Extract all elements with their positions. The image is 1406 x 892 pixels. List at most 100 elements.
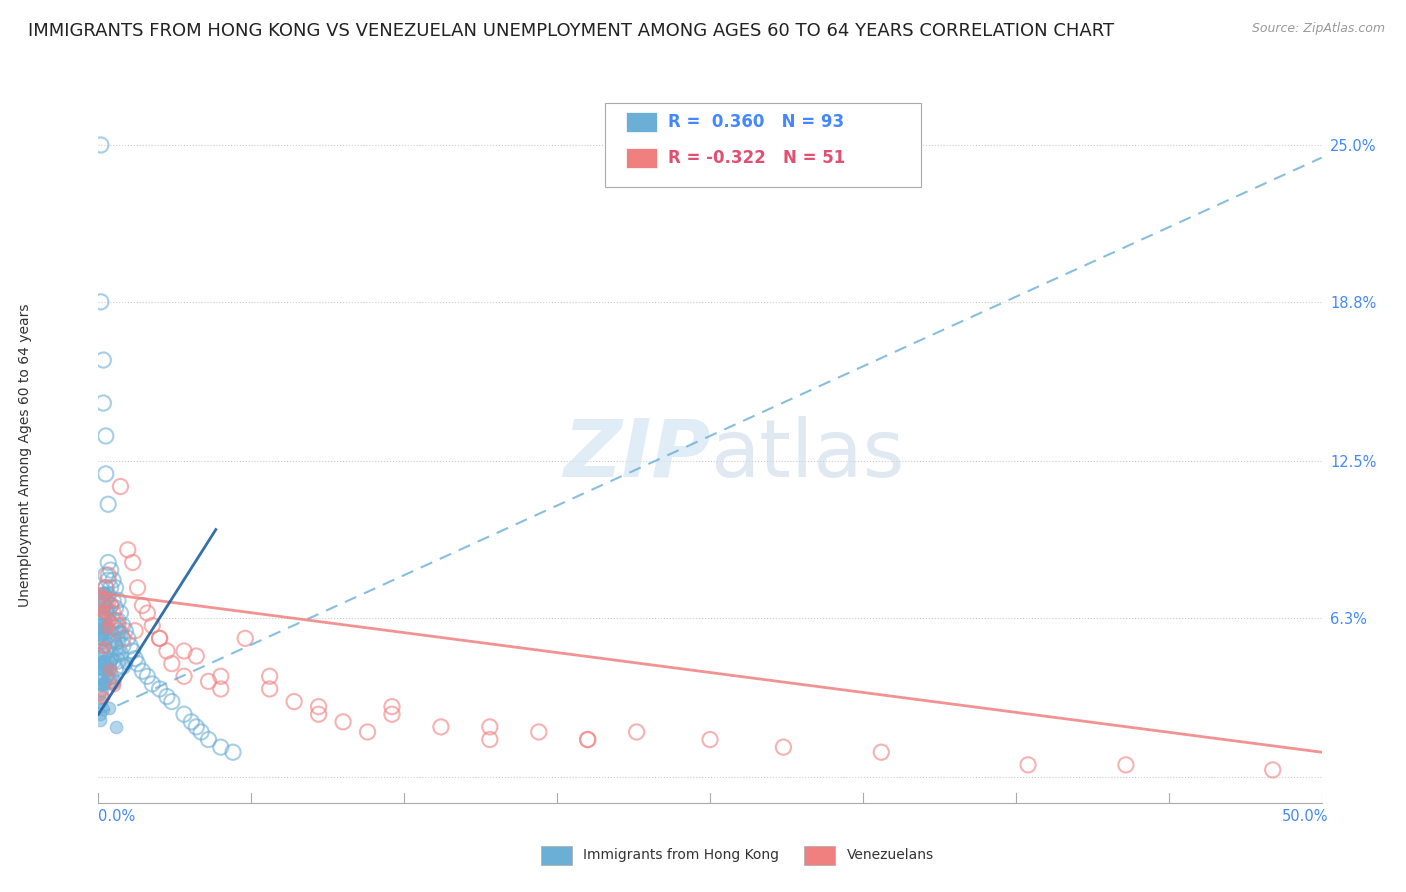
Point — [94, 581, 117, 595]
Point — [100, 616, 122, 631]
Point — [259, 681, 281, 696]
Point — [332, 714, 354, 729]
Point — [91, 690, 114, 704]
Point — [90, 659, 112, 673]
Point — [121, 556, 143, 570]
Point — [356, 725, 378, 739]
Point — [90, 616, 112, 631]
Point — [100, 669, 122, 683]
Text: 50.0%: 50.0% — [1282, 809, 1329, 823]
Point — [90, 690, 112, 704]
Point — [97, 568, 120, 582]
Point — [96, 661, 118, 675]
Point — [104, 621, 127, 635]
Point — [117, 632, 139, 646]
Point — [104, 581, 127, 595]
Point — [98, 660, 121, 674]
Point — [93, 620, 115, 634]
Point — [94, 669, 117, 683]
Point — [1017, 757, 1039, 772]
Point — [87, 623, 110, 637]
Point — [91, 606, 114, 620]
Point — [94, 618, 117, 632]
Text: Immigrants from Hong Kong: Immigrants from Hong Kong — [583, 848, 779, 863]
Point — [91, 396, 114, 410]
Point — [576, 732, 599, 747]
Point — [90, 138, 112, 153]
Point — [97, 588, 120, 602]
Point — [94, 593, 117, 607]
Point — [478, 720, 501, 734]
Point — [91, 621, 114, 635]
Point — [100, 599, 122, 613]
Point — [104, 662, 127, 676]
Point — [90, 294, 112, 309]
Point — [127, 581, 149, 595]
Point — [107, 647, 129, 661]
Point — [149, 681, 172, 696]
Point — [209, 740, 232, 755]
Point — [107, 593, 129, 607]
Text: 0.0%: 0.0% — [98, 809, 135, 823]
Point — [97, 668, 120, 682]
Point — [222, 745, 245, 759]
Point — [156, 690, 179, 704]
Point — [98, 595, 121, 609]
Point — [89, 687, 111, 701]
Point — [97, 588, 120, 602]
Point — [107, 654, 129, 668]
Point — [233, 632, 256, 646]
Point — [156, 644, 179, 658]
Point — [91, 657, 114, 671]
Point — [120, 639, 142, 653]
Point — [100, 633, 122, 648]
Point — [90, 672, 112, 686]
Point — [115, 656, 138, 670]
Point — [308, 707, 330, 722]
Point — [149, 632, 172, 646]
Point — [197, 732, 219, 747]
Point — [89, 603, 111, 617]
Point — [141, 618, 163, 632]
Point — [93, 677, 115, 691]
Point — [94, 429, 117, 443]
Point — [94, 632, 117, 646]
Point — [110, 606, 132, 620]
Point — [91, 639, 114, 653]
Point — [100, 599, 122, 613]
Text: Unemployment Among Ages 60 to 64 years: Unemployment Among Ages 60 to 64 years — [18, 303, 32, 607]
Point — [104, 614, 127, 628]
Point — [110, 624, 132, 639]
Point — [186, 720, 208, 734]
Point — [209, 669, 232, 683]
Point — [90, 611, 112, 625]
Point — [94, 568, 117, 582]
Point — [110, 626, 132, 640]
Point — [91, 648, 114, 663]
Point — [98, 613, 121, 627]
Point — [101, 674, 124, 689]
Point — [124, 651, 146, 665]
Point — [91, 599, 114, 613]
Point — [180, 714, 202, 729]
Point — [114, 624, 136, 638]
Point — [110, 647, 132, 661]
Text: ZIP: ZIP — [562, 416, 710, 494]
Text: Venezuelans: Venezuelans — [846, 848, 934, 863]
Point — [91, 604, 114, 618]
Point — [107, 618, 129, 632]
Point — [1261, 763, 1284, 777]
Point — [98, 663, 121, 677]
Point — [381, 707, 404, 722]
Point — [91, 599, 114, 613]
Text: atlas: atlas — [710, 416, 904, 494]
Point — [308, 699, 330, 714]
Point — [131, 665, 153, 679]
Point — [259, 669, 281, 683]
Point — [93, 662, 115, 676]
Point — [93, 585, 115, 599]
Point — [91, 353, 114, 368]
Point — [87, 647, 110, 661]
Point — [93, 701, 115, 715]
Point — [97, 497, 120, 511]
